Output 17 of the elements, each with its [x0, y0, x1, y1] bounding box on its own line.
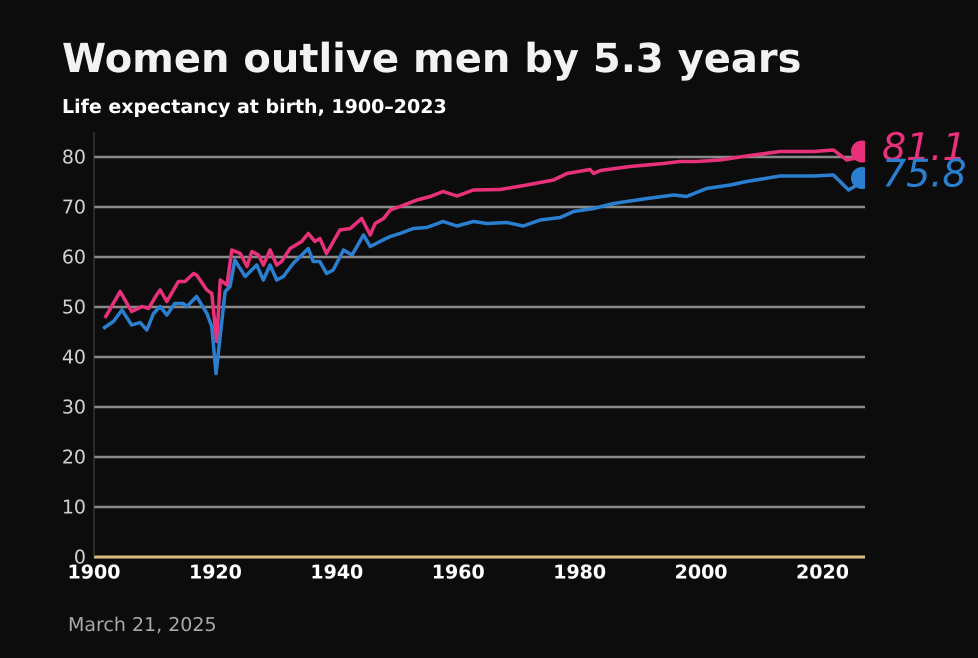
y-tick-label: 70: [62, 196, 86, 219]
chart-title: Women outlive men by 5.3 years: [62, 36, 802, 82]
x-tick-label: 1940: [310, 561, 364, 584]
x-tick-label: 2000: [674, 561, 728, 584]
y-tick-label: 60: [62, 246, 86, 269]
y-tick-label: 20: [62, 446, 86, 469]
chart-subtitle: Life expectancy at birth, 1900–2023: [62, 96, 447, 118]
y-tick-label: 50: [62, 296, 86, 319]
text: March 21, 2025: [68, 614, 217, 636]
y-tick-label: 30: [62, 396, 86, 419]
x-tick-label: 1980: [553, 561, 606, 584]
x-tick-label: 1960: [432, 561, 485, 584]
y-tick-label: 40: [62, 346, 86, 369]
y-tick-label: 10: [62, 496, 86, 519]
y-tick-label: 80: [62, 146, 86, 169]
x-tick-label: 2020: [796, 561, 849, 584]
x-tick-label: 1920: [188, 561, 242, 584]
